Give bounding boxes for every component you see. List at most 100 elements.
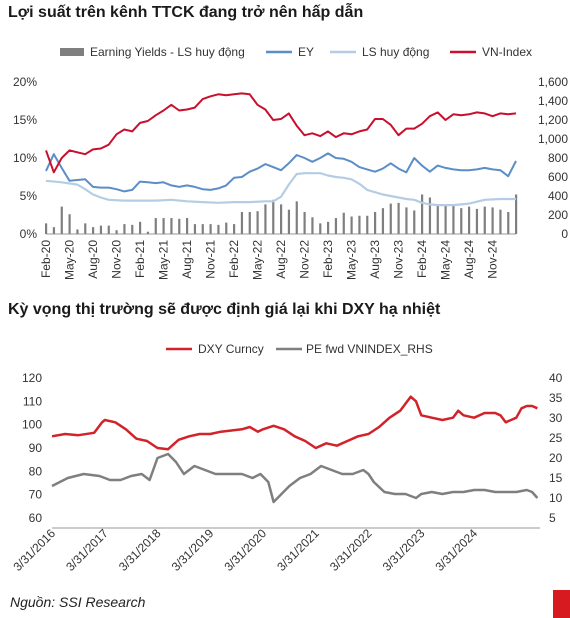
x-tick-label: 3/31/2016 <box>10 526 58 574</box>
ey-gap-bar <box>217 224 220 234</box>
y-right-tick-label: 800 <box>548 151 568 165</box>
ey-gap-bar <box>131 224 134 234</box>
y-left-tick-label: 10% <box>13 151 37 165</box>
y-right-tick-label: 200 <box>548 208 568 222</box>
ey-gap-bar <box>123 224 126 234</box>
x-tick-label: Feb-24 <box>415 240 429 278</box>
x-tick-label: 3/31/2023 <box>380 526 428 574</box>
x-tick-label: Feb-20 <box>39 240 53 278</box>
ey-gap-bar <box>405 207 408 234</box>
x-tick-label: Feb-21 <box>133 240 147 278</box>
ey-gap-bar <box>287 209 291 234</box>
chart-dxy-pe: 60 70 80 90 100 110 120 5 10 15 20 25 30 35 40 3/31/201… <box>10 342 563 574</box>
ey-gap-bar <box>295 201 298 234</box>
ey-gap-bar <box>76 229 79 234</box>
x-tick-label: Aug-24 <box>462 240 476 279</box>
ey-gap-bar <box>240 211 244 234</box>
x-tick-label: May-23 <box>345 240 359 280</box>
ey-gap-bar <box>92 227 95 234</box>
y-left-tick-label: 20% <box>13 75 37 89</box>
legend-ey-label: EY <box>298 45 314 59</box>
ey-gap-bar <box>381 208 385 234</box>
legend-pe-label: PE fwd VNINDEX_RHS <box>306 342 433 356</box>
y-right-tick-label: 30 <box>549 411 563 425</box>
ey-gap-bar <box>397 202 400 234</box>
y-left-tick-label: 70 <box>29 488 43 502</box>
ey-gap-bar <box>186 218 189 234</box>
ey-gap-bar <box>146 231 150 234</box>
ey-gap-bar <box>327 221 330 234</box>
ey-gap-bar <box>342 212 345 234</box>
ey-gap-bar <box>389 203 392 234</box>
x-tick-label: Nov-23 <box>392 240 406 279</box>
y-right-tick-label: 1,200 <box>538 113 568 127</box>
ey-gap-bar <box>193 224 197 234</box>
y-left-tick-label: 90 <box>29 441 43 455</box>
y-right-tick-label: 10 <box>549 491 563 505</box>
ey-line <box>45 152 517 193</box>
y-left-tick-label: 60 <box>29 511 43 525</box>
y-left-tick-label: 0% <box>20 227 38 241</box>
brand-logo <box>553 590 570 618</box>
ey-gap-bar <box>264 204 267 234</box>
y-left-tick-label: 80 <box>29 464 43 478</box>
vnindex-line <box>45 92 517 174</box>
ey-gap-bar <box>358 215 361 234</box>
y-left-tick-label: 5% <box>20 189 38 203</box>
y-right-tick-label: 35 <box>549 391 563 405</box>
x-tick-label: May-20 <box>63 240 77 280</box>
ey-gap-bar <box>303 211 306 234</box>
ey-gap-bar <box>115 230 118 234</box>
legend-ey-gap-swatch <box>60 48 84 56</box>
ey-gap-bar <box>452 205 455 234</box>
ey-gap-bar <box>68 214 71 234</box>
y-left-tick-label: 110 <box>23 394 42 408</box>
y-right-tick-label: 1,000 <box>538 132 568 146</box>
x-tick-label: May-22 <box>251 240 265 280</box>
y-left-tick-label: 120 <box>22 371 42 385</box>
legend-vnindex-label: VN-Index <box>482 45 532 59</box>
ey-gap-bar <box>162 218 165 234</box>
x-tick-label: Nov-21 <box>204 240 218 279</box>
ey-gap-bar <box>475 208 479 234</box>
ey-gap-bar <box>428 197 432 234</box>
ey-gap-bar <box>248 211 251 234</box>
y-right-tick-label: 25 <box>549 431 563 445</box>
chart1-title: Lợi suất trên kênh TTCK đang trở nên hấp… <box>8 4 364 21</box>
legend-ls-label: LS huy động <box>362 45 429 59</box>
y-right-tick-label: 40 <box>549 371 563 385</box>
ey-gap-bar <box>280 204 283 234</box>
ey-gap-bar <box>178 218 181 234</box>
y-right-tick-label: 15 <box>549 471 563 485</box>
source-note: Nguồn: SSI Research <box>10 594 146 610</box>
ey-gap-bar <box>107 225 110 234</box>
x-tick-label: 3/31/2022 <box>327 526 375 574</box>
ey-gap-bar <box>491 207 494 234</box>
x-tick-label: 3/31/2021 <box>274 526 322 574</box>
chart2-title: Kỳ vọng thị trường sẽ được định giá lại … <box>8 301 441 318</box>
ey-gap-bar <box>84 223 87 234</box>
y-right-tick-label: 1,400 <box>538 94 568 108</box>
ey-gap-bar <box>60 206 63 234</box>
y-left-tick-label: 100 <box>22 418 42 432</box>
ey-gap-bar <box>436 204 439 234</box>
ey-gap-bar <box>154 218 157 234</box>
ey-gap-bar <box>99 225 103 234</box>
ey-gap-bar <box>256 211 259 234</box>
ey-gap-bar <box>350 216 353 234</box>
x-tick-label: 3/31/2018 <box>116 526 164 574</box>
x-tick-label: Nov-24 <box>486 240 500 279</box>
ey-gap-bar <box>460 208 463 234</box>
chart-yields: 0% 5% 10% 15% 20% 0 200 400 600 800 1,000 1,200 1,40… <box>13 45 568 280</box>
x-tick-label: Nov-22 <box>298 240 312 279</box>
ey-gap-bar <box>139 221 142 234</box>
legend-dxy-label: DXY Curncy <box>198 342 264 356</box>
y-right-tick-label: 5 <box>549 511 556 525</box>
ey-gap-bar <box>225 222 228 234</box>
y-left-tick-label: 15% <box>13 113 37 127</box>
y-right-tick-label: 400 <box>548 189 568 203</box>
ey-gap-bar <box>170 218 173 234</box>
pe-line <box>51 452 539 504</box>
x-tick-label: Nov-20 <box>110 240 124 279</box>
dxy-line <box>51 395 538 451</box>
